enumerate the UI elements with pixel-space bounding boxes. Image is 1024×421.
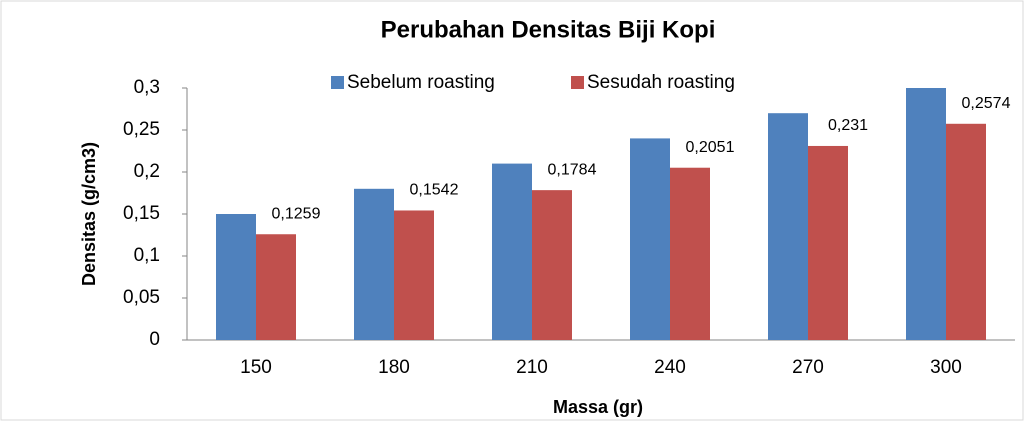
legend-swatch — [331, 76, 344, 89]
x-tick-label: 210 — [516, 357, 548, 378]
bar — [808, 145, 848, 340]
bar — [532, 190, 572, 340]
bar — [394, 210, 434, 340]
bar — [354, 188, 394, 340]
chart-title: Perubahan Densitas Biji Kopi — [381, 16, 716, 43]
x-tick-label: 300 — [930, 357, 962, 378]
bar — [256, 234, 296, 340]
data-label: 0,231 — [828, 117, 868, 134]
bar — [670, 167, 710, 340]
x-tick-label: 150 — [240, 357, 272, 378]
x-axis-title: Massa (gr) — [553, 397, 643, 417]
data-label: 0,1784 — [548, 161, 597, 178]
x-tick-label: 270 — [792, 357, 824, 378]
x-tick-label: 240 — [654, 357, 686, 378]
y-tick-label: 0 — [149, 329, 160, 350]
bar — [492, 163, 532, 340]
legend-swatch — [571, 76, 584, 89]
y-tick-label: 0,05 — [123, 287, 160, 308]
bar — [216, 214, 256, 340]
data-label: 0,1542 — [410, 182, 459, 199]
y-tick-label: 0,1 — [134, 245, 160, 266]
y-tick-label: 0,3 — [134, 77, 160, 98]
bar — [768, 113, 808, 340]
data-label: 0,2574 — [962, 95, 1011, 112]
bar — [906, 88, 946, 340]
legend-label: Sesudah roasting — [587, 72, 735, 93]
y-axis-title: Densitas (g/cm3) — [79, 142, 99, 286]
x-tick-label: 180 — [378, 357, 410, 378]
bar — [946, 123, 986, 340]
y-tick-label: 0,25 — [123, 119, 160, 140]
legend-label: Sebelum roasting — [347, 72, 495, 93]
y-tick-label: 0,2 — [134, 161, 160, 182]
y-tick-label: 0,15 — [123, 203, 160, 224]
data-label: 0,1259 — [272, 205, 321, 222]
bar — [630, 138, 670, 340]
data-label: 0,2051 — [686, 139, 735, 156]
